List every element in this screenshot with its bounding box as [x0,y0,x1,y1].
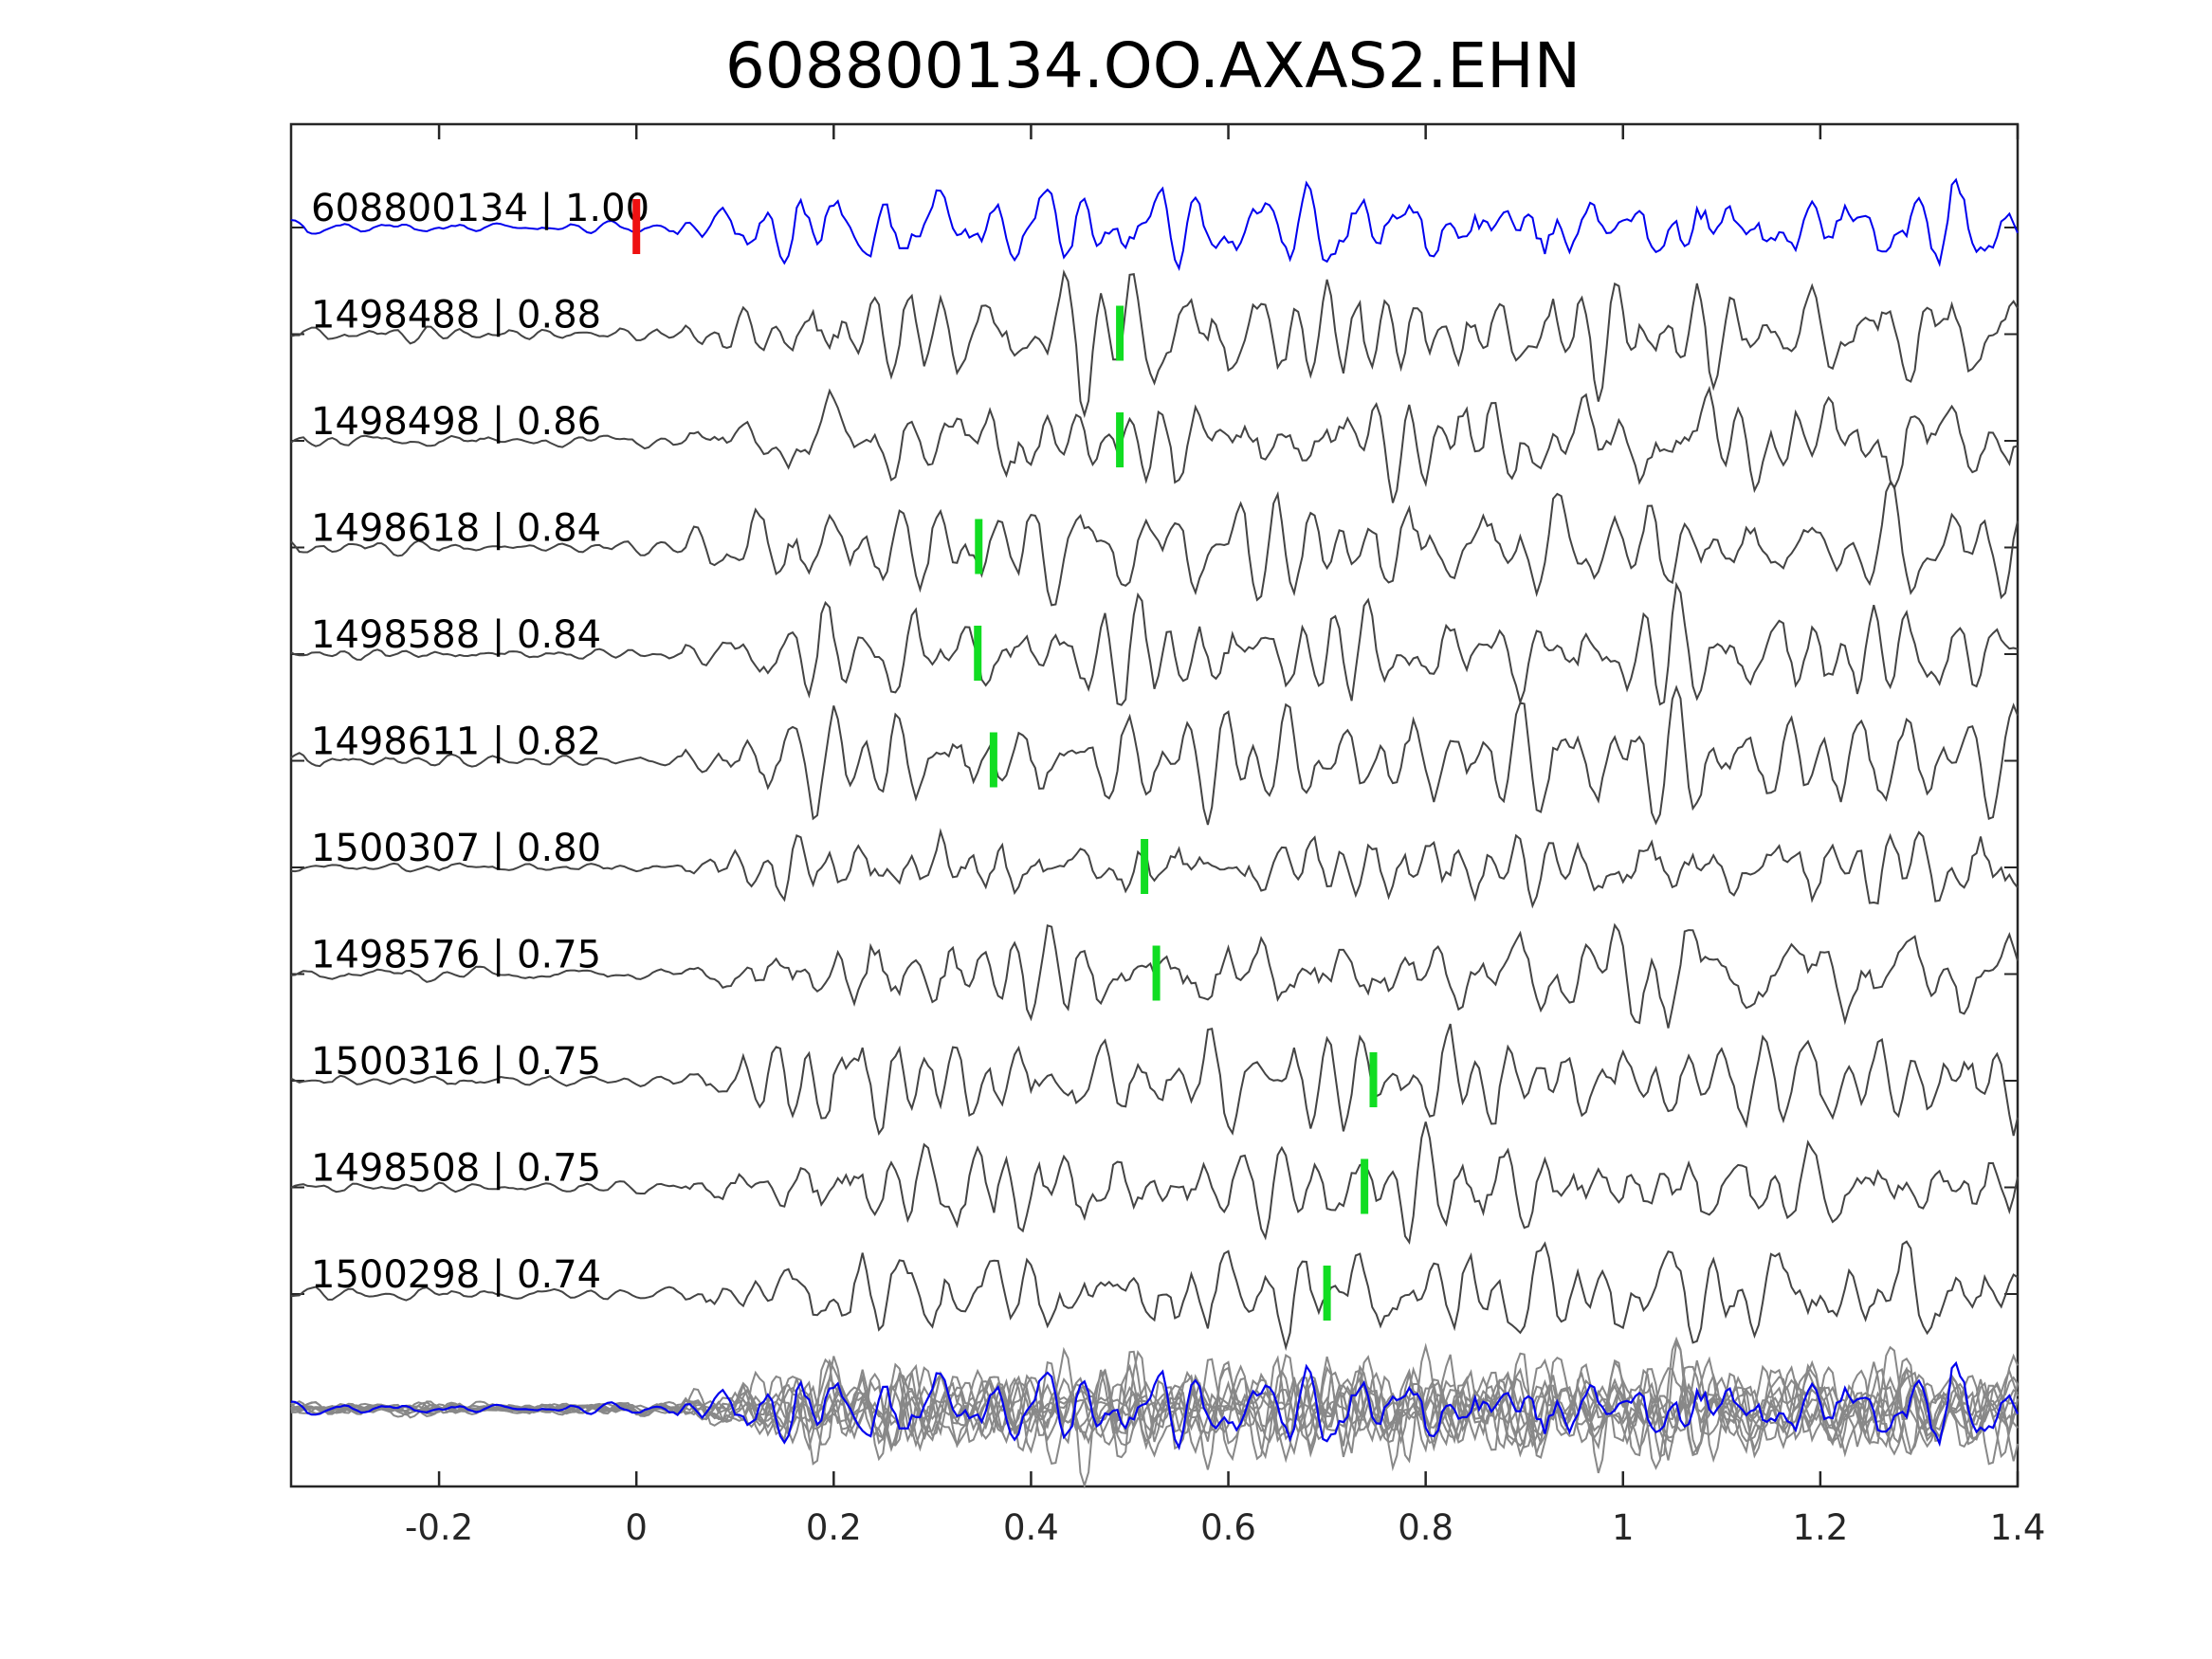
x-tick-label: 1.2 [1792,1507,1848,1548]
x-tick-label: 0 [625,1507,648,1548]
neighbor-trace [290,268,2019,419]
trace-label: 1498576 | 0.75 [311,934,601,977]
trace-label: 1498618 | 0.84 [311,507,601,551]
x-tick-label: 0.2 [806,1507,862,1548]
neighbor-trace [290,684,2019,826]
neighbor-trace [290,581,2019,706]
trace-label: 1498508 | 0.75 [311,1147,601,1191]
trace-label: 1500307 | 0.80 [311,827,601,870]
neighbor-trace [290,1240,2019,1352]
stacked-trace [290,1357,2019,1464]
x-tick-label: 0.6 [1200,1507,1256,1548]
neighbor-trace [290,828,2019,909]
plot-area: -0.2 0 0.2 0.4 0.6 0.8 1 1.2 1.4 608800134 | 1.00… [289,122,2046,1548]
x-tick-label: -0.2 [405,1507,473,1548]
trace-label: 608800134 | 1.00 [311,187,649,230]
trace-label: 1498588 | 0.84 [311,613,601,657]
trace-label: 1500298 | 0.74 [311,1253,601,1297]
axes-box [289,122,2020,1488]
neighbor-trace [290,481,2019,607]
trace-label: 1498611 | 0.82 [311,720,601,764]
trace-label: 1498498 | 0.86 [311,400,601,444]
stacked-template-trace [290,1360,2020,1451]
neighbor-trace [290,1023,2019,1137]
neighbor-trace [290,1121,2019,1245]
trace-label: 1500316 | 0.75 [311,1040,601,1084]
template-trace [290,177,2019,271]
x-tick-label: 1 [1612,1507,1635,1548]
x-tick-label: 0.8 [1398,1507,1453,1548]
trace-label: 1498488 | 0.88 [311,294,601,337]
stacked-trace [290,1359,2019,1461]
x-tick-label: 1.4 [1990,1507,2046,1548]
chart-title: 608800134.OO.AXAS2.EHN [725,29,1581,102]
neighbor-trace [290,385,2019,503]
x-tick-label: 0.4 [1003,1507,1059,1548]
